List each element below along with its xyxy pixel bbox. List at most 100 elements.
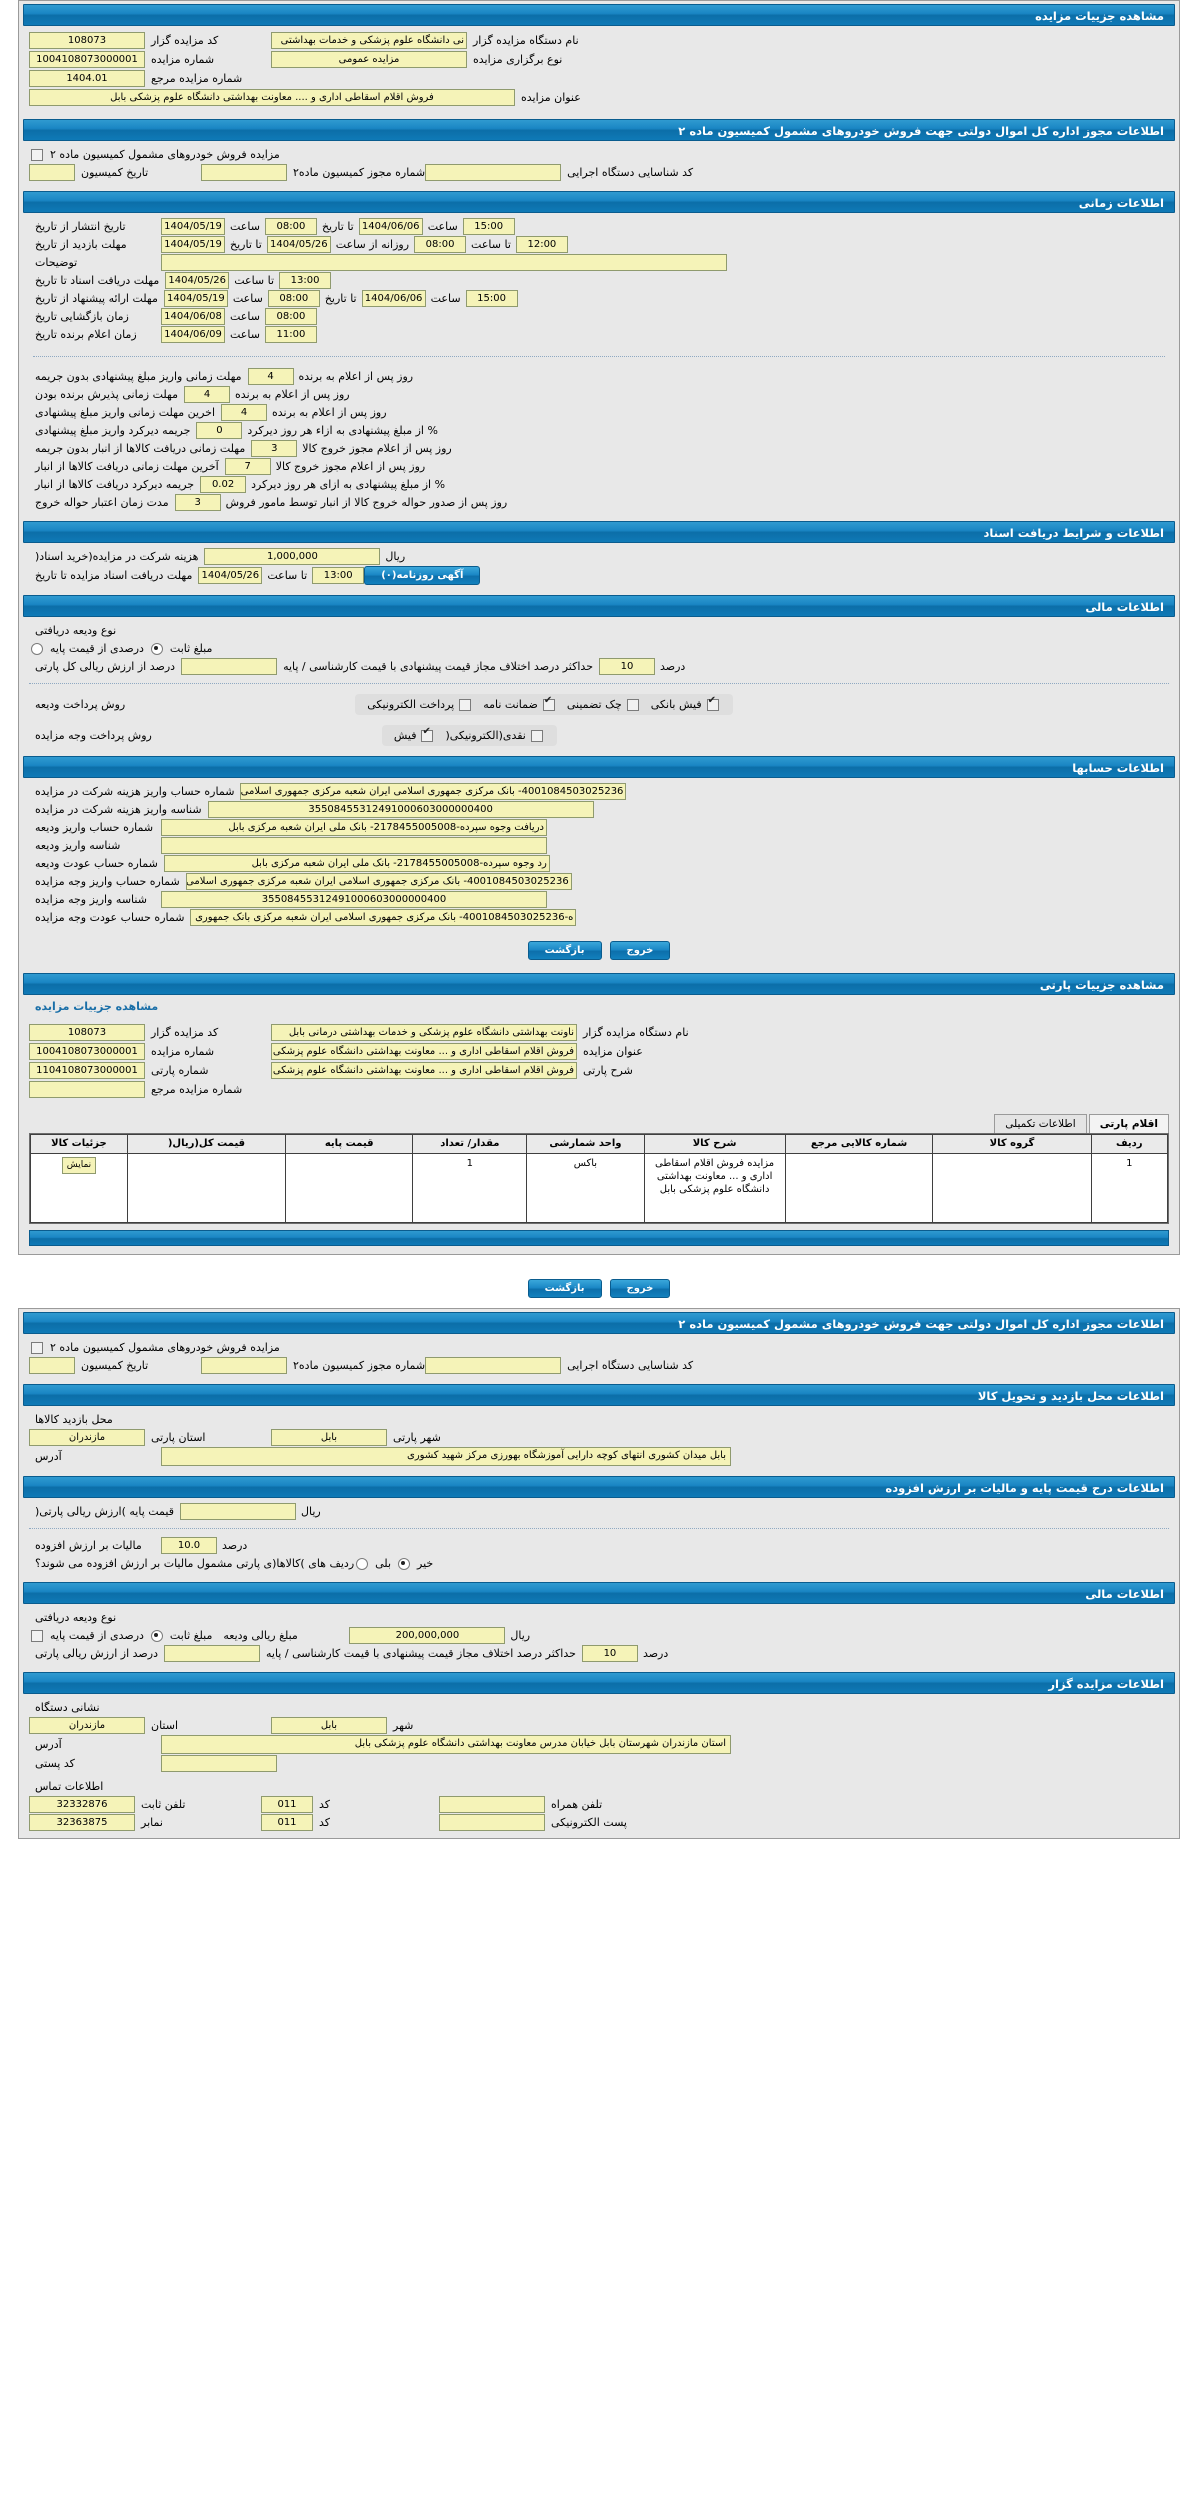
exit-button[interactable]: خروج [609, 941, 671, 960]
lot-number-value[interactable]: 1104108073000001 [29, 1062, 145, 1079]
landline-code-value[interactable]: 011 [261, 1796, 313, 1813]
fax-value[interactable]: 32363875 [29, 1814, 135, 1831]
auctioneer-code-value[interactable]: 108073 [29, 32, 145, 49]
bid-to-hour-value[interactable]: 15:00 [465, 290, 518, 307]
account-value[interactable]: 35508455312491000603000000400 [207, 801, 594, 818]
opening-hour-value[interactable]: 08:00 [264, 308, 317, 325]
mobile-value[interactable] [439, 1796, 545, 1813]
deposit-option-bank-receipt[interactable]: فیش بانکی [651, 696, 721, 711]
payment-option-receipt[interactable]: فیش [394, 727, 436, 742]
permit-no-value-2[interactable] [201, 1357, 287, 1374]
lot-auctioneer-code-value[interactable]: 108073 [29, 1024, 145, 1041]
publish-hour-value[interactable]: 08:00 [264, 218, 317, 235]
visit-from-date-value[interactable]: 1404/05/19 [161, 236, 225, 253]
lot-auction-number-value[interactable]: 1004108073000001 [29, 1043, 145, 1060]
deposit-amount-value[interactable]: 200,000,000 [349, 1627, 506, 1644]
auction-type-value[interactable]: مزایده عمومی [271, 51, 467, 68]
account-value[interactable] [161, 837, 547, 854]
visit-city-value[interactable]: بابل [271, 1429, 387, 1446]
visit-province-value[interactable]: مازندران [29, 1429, 145, 1446]
rule-value[interactable]: 4 [221, 404, 267, 421]
account-value[interactable]: 4001084503025236- بانک مرکزی جمهوری اسلا… [185, 873, 572, 890]
newspaper-ads-button[interactable]: آگهی روزنامه(۰) [364, 566, 481, 585]
postal-code-value[interactable] [161, 1755, 277, 1772]
docs-deadline-hour-value[interactable]: 13:00 [279, 272, 332, 289]
account-value[interactable]: 4001084503025236- بانک مرکزی جمهوری اسلا… [240, 783, 627, 800]
bid-hour-value[interactable]: 08:00 [267, 290, 320, 307]
percent-of-base-checkbox-2[interactable] [31, 1629, 43, 1642]
publish-from-date-value[interactable]: 1404/05/19 [161, 218, 225, 235]
percent-of-lot-value[interactable] [181, 658, 278, 675]
account-value[interactable]: 35508455312491000603000000400 [161, 891, 547, 908]
fax-code-value[interactable]: 011 [261, 1814, 313, 1831]
email-value[interactable] [439, 1814, 545, 1831]
max-diff-value-2[interactable]: 10 [581, 1645, 638, 1662]
auctioneer-province-value[interactable]: مازندران [29, 1717, 145, 1734]
publish-to-date-value[interactable]: 1404/06/06 [358, 218, 423, 235]
table-row[interactable]: 1 مزایده فروش اقلام اسقاطی اداری و ... م… [30, 1153, 1169, 1223]
lot-auction-title-value[interactable]: فروش اقلام اسقاطی اداری و ... معاونت بهد… [271, 1043, 577, 1060]
account-value[interactable]: رد وجوه سپرده-2178455005008- بانک ملی ای… [163, 855, 550, 872]
item-details-button[interactable]: نمایش [61, 1157, 97, 1174]
publish-to-hour-value[interactable]: 15:00 [462, 218, 515, 235]
cash-electronic-checkbox[interactable] [530, 729, 543, 742]
back-button-2[interactable]: بازگشت [527, 1279, 602, 1298]
account-value[interactable]: ه-4001084503025236- بانک مرکزی جمهوری اس… [190, 909, 577, 926]
exit-button-2[interactable]: خروج [609, 1279, 671, 1298]
permit-no-value[interactable] [201, 164, 287, 181]
docs-deadline-hour-value-2[interactable]: 13:00 [312, 567, 365, 584]
winner-date-value[interactable]: 1404/06/09 [161, 326, 225, 343]
auctioneer-city-value[interactable]: بابل [271, 1717, 387, 1734]
vat-option-no-radio[interactable] [398, 1557, 411, 1570]
tab-supplementary-info[interactable]: اطلاعات تکمیلی [994, 1114, 1087, 1133]
executive-org-code-value-2[interactable] [425, 1357, 562, 1374]
lot-auctioneer-name-value[interactable]: ناونت بهداشتی دانشگاه علوم پزشکی و خدمات… [271, 1024, 577, 1041]
docs-deadline-date-value[interactable]: 1404/05/26 [165, 272, 230, 289]
deposit-option-guaranteed-check[interactable]: چک تضمینی [567, 698, 641, 711]
rule-value[interactable]: 0 [196, 422, 243, 439]
fixed-amount-radio[interactable] [150, 642, 163, 655]
bank-receipt-checkbox[interactable] [706, 696, 719, 711]
permit-checkbox[interactable] [31, 148, 43, 161]
rule-value[interactable]: 3 [174, 494, 221, 511]
rule-value[interactable]: 3 [251, 440, 298, 457]
lot-desc-value[interactable]: فروش اقلام اسقاطی اداری و ... معاونت بهد… [271, 1062, 577, 1079]
executive-org-code-value[interactable] [425, 164, 562, 181]
visit-daily-hour-value[interactable]: 08:00 [414, 236, 467, 253]
docs-fee-value[interactable]: 1,000,000 [204, 548, 381, 565]
commission-date-value[interactable] [29, 164, 75, 181]
guaranteed-check-checkbox[interactable] [626, 698, 639, 711]
bid-to-date-value[interactable]: 1404/06/06 [361, 290, 426, 307]
visit-address-value[interactable]: بابل میدان کشوری انتهای کوچه دارایی آموز… [161, 1447, 731, 1466]
back-button[interactable]: بازگشت [527, 941, 602, 960]
landline-value[interactable]: 32332876 [29, 1796, 135, 1813]
tab-lot-items[interactable]: اقلام پارتی [1088, 1114, 1169, 1133]
vat-option-yes-radio[interactable] [356, 1557, 369, 1570]
percent-of-base-radio[interactable] [31, 642, 43, 655]
deposit-option-guarantee-letter[interactable]: ضمانت نامه [483, 696, 557, 711]
auctioneer-address-value[interactable]: استان مازندران شهرستان بابل خیابان مدرس … [161, 1735, 731, 1754]
rule-value[interactable]: 4 [184, 386, 231, 403]
max-diff-value[interactable]: 10 [599, 658, 655, 675]
commission-date-value-2[interactable] [29, 1357, 75, 1374]
bid-date-value[interactable]: 1404/05/19 [163, 290, 228, 307]
winner-hour-value[interactable]: 11:00 [264, 326, 317, 343]
visit-until-date-value[interactable]: 1404/05/26 [266, 236, 331, 253]
rule-value[interactable]: 4 [247, 368, 294, 385]
visit-to-hour-value[interactable]: 12:00 [515, 236, 568, 253]
docs-deadline-date-value-2[interactable]: 1404/05/26 [198, 567, 263, 584]
opening-date-value[interactable]: 1404/06/08 [161, 308, 225, 325]
base-price-value[interactable] [180, 1503, 296, 1520]
account-value[interactable]: دریافت وجوه سپرده-2178455005008- بانک مل… [161, 819, 547, 836]
payment-option-cash-electronic[interactable]: نقدی(الکترونیکی( [445, 729, 544, 742]
notes-value[interactable] [161, 254, 727, 271]
auction-number-value[interactable]: 1004108073000001 [29, 51, 145, 68]
guarantee-letter-checkbox[interactable] [542, 696, 555, 711]
fixed-amount-radio-2[interactable] [150, 1629, 163, 1642]
deposit-option-electronic[interactable]: پرداخت الکترونیکی [367, 698, 473, 711]
auction-title-value[interactable]: فروش اقلام اسقاطی اداری و .... معاونت به… [29, 89, 515, 106]
permit2-checkbox[interactable] [31, 1341, 43, 1354]
lot-reference-number-value[interactable] [29, 1081, 145, 1098]
receipt-checkbox[interactable] [421, 727, 434, 742]
auctioneer-name-value[interactable]: نی دانشگاه علوم پزشکی و خدمات بهداشتی [271, 32, 467, 49]
